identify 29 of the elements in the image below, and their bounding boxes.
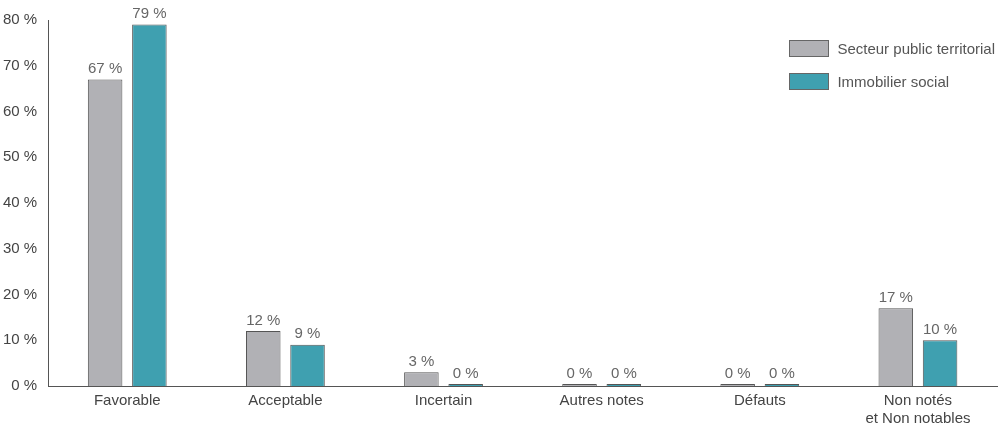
x-tick-label: Acceptable [248,391,323,409]
x-tick-label: Défauts [733,391,786,409]
legend-label: Immobilier social [837,73,950,90]
y-tick-label: 60 % [2,101,38,119]
data-label: 0 % [452,363,479,381]
data-label: 10 % [922,319,958,337]
data-label: 79 % [132,4,167,22]
data-label: 12 % [246,310,281,328]
y-tick-label: 40 % [2,193,38,211]
data-label: 0 % [724,363,751,381]
data-label: 0 % [769,363,795,381]
data-label: 3 % [408,351,435,369]
data-label: 17 % [878,287,913,305]
data-label: 67 % [88,59,123,77]
legend-label: Secteur public territorial [837,40,995,57]
y-tick-label: 70 % [2,55,38,73]
x-tick-label: Favorable [93,391,161,409]
x-tick-label: Autres notes [559,391,644,409]
y-tick-label: 50 % [2,147,38,165]
data-label: 0 % [566,363,593,381]
y-tick-label: 30 % [2,238,38,256]
x-tick-label: Incertain [414,391,473,409]
x-tick-label: Non notés et Non notables [865,391,971,427]
y-tick-label: 20 % [2,284,38,302]
y-tick-label: 0 % [11,376,38,394]
y-tick-label: 80 % [2,10,38,28]
data-label: 9 % [294,324,321,342]
data-label: 0 % [610,363,637,381]
y-tick-label: 10 % [2,330,38,348]
